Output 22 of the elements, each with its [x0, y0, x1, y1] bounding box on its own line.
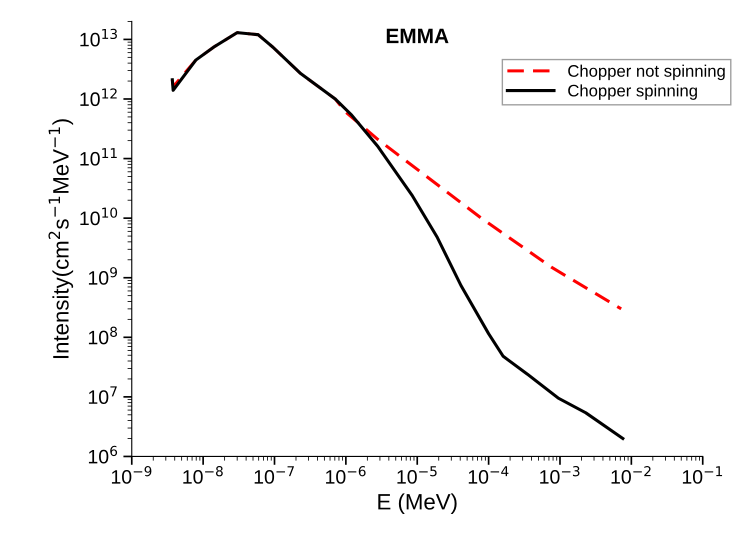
y-tick-label: 10$^{10}$ — [80, 207, 118, 226]
y-tick-label: 10$^{6}$ — [88, 446, 118, 464]
x-tick-label: 10$^{−4}$ — [468, 466, 508, 484]
y-tick-label: 10$^{11}$ — [80, 148, 117, 166]
y-tick-label: 10$^{13}$ — [80, 28, 117, 46]
legend-label: Chopper not spinning — [568, 64, 725, 80]
x-tick-label: 10$^{−2}$ — [612, 466, 651, 484]
x-tick-label: 10$^{−6}$ — [326, 466, 366, 484]
y-axis-title: Intensity(cm$^{2}$s$^{−1}$MeV$^{−1}$) — [48, 119, 74, 358]
y-tick-label: 10$^{8}$ — [88, 326, 117, 344]
x-tick-label: 10$^{−8}$ — [183, 466, 223, 484]
x-tick-label: 10$^{−5}$ — [397, 466, 437, 484]
x-tick-label: 10$^{−1}$ — [682, 466, 722, 484]
y-tick-label: 10$^{12}$ — [80, 88, 117, 106]
x-tick-label: 10$^{−9}$ — [112, 466, 152, 484]
y-tick-label: 10$^{9}$ — [88, 267, 117, 285]
x-tick-label: 10$^{−7}$ — [254, 466, 294, 484]
legend-label: Chopper spinning — [568, 84, 697, 100]
chart-title: EMMA — [386, 28, 449, 44]
x-axis-title: E (MeV) — [378, 493, 457, 514]
y-tick-label: 10$^{7}$ — [88, 386, 117, 404]
x-tick-label: 10$^{−3}$ — [540, 466, 580, 484]
